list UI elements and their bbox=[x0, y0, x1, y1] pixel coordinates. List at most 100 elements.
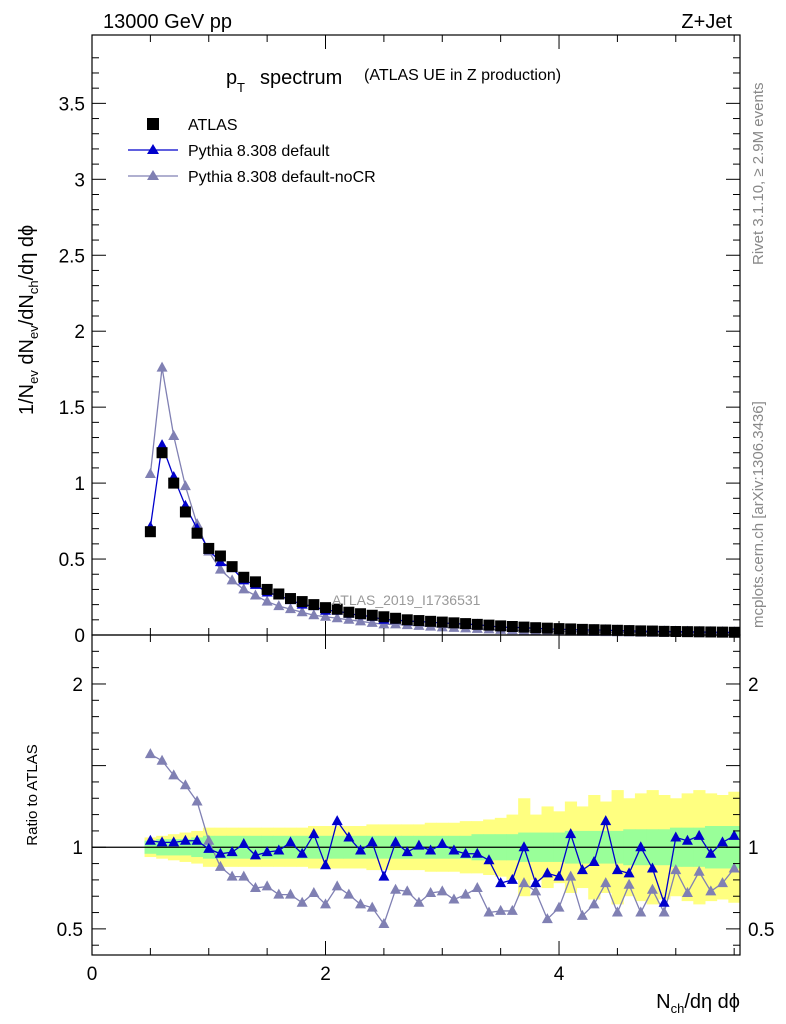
atlas-point bbox=[296, 596, 308, 608]
ratio-y-tick-label: 1 bbox=[72, 838, 83, 859]
atlas-point bbox=[483, 619, 495, 631]
ratio-plot-data bbox=[92, 748, 741, 928]
atlas-point bbox=[191, 527, 203, 539]
atlas-point bbox=[168, 477, 180, 489]
nocr-point bbox=[331, 612, 343, 623]
ratio-default-point bbox=[576, 864, 588, 875]
ratio-nocr-point bbox=[448, 893, 460, 904]
x-tick-label: 2 bbox=[320, 964, 331, 985]
nocr-point bbox=[355, 615, 367, 626]
ratio-nocr-point bbox=[646, 883, 658, 894]
atlas-point bbox=[448, 617, 460, 629]
atlas-point bbox=[179, 506, 191, 518]
y-tick-label: 2.5 bbox=[59, 246, 85, 267]
legend-atlas-marker bbox=[147, 118, 159, 130]
atlas-point bbox=[401, 614, 413, 626]
ratio-nocr-point bbox=[179, 779, 191, 790]
ratio-nocr-point bbox=[693, 865, 705, 876]
ratio-nocr-point bbox=[401, 885, 413, 896]
ratio-y-axis-label: Ratio to ATLAS bbox=[24, 744, 41, 845]
ratio-default-point bbox=[273, 844, 285, 855]
ratio-nocr-point bbox=[355, 898, 367, 909]
nocr-point bbox=[343, 613, 355, 624]
ratio-plot-frame bbox=[91, 634, 741, 956]
default-point bbox=[156, 439, 168, 450]
ratio-default-point bbox=[623, 867, 635, 878]
ratio-default-point bbox=[693, 829, 705, 840]
ratio-default-point bbox=[308, 828, 320, 839]
legend-nocr-label: Pythia 8.308 default-noCR bbox=[188, 169, 376, 186]
atlas-point bbox=[226, 561, 238, 573]
legend-default-marker bbox=[147, 144, 159, 154]
atlas-point bbox=[693, 626, 705, 638]
ratio-default-point bbox=[261, 846, 273, 857]
ratio-default-point bbox=[401, 846, 413, 857]
atlas-point bbox=[366, 609, 378, 621]
ratio-nocr-point bbox=[705, 885, 717, 896]
ratio-nocr-point bbox=[261, 880, 273, 891]
main-plot-panel: 0 0.5 1 1.5 2 2.5 3 3.5 p T spectrum (ATLAS UE … bbox=[16, 34, 741, 647]
y-axis-label: 1/Nev dNev/dNch/dη dϕ bbox=[16, 225, 41, 415]
ratio-default-point bbox=[168, 836, 180, 847]
ratio-default-point bbox=[588, 855, 600, 866]
atlas-point bbox=[646, 625, 658, 637]
ratio-default-point bbox=[553, 870, 565, 881]
ratio-nocr-point bbox=[390, 883, 402, 894]
ratio-nocr-point bbox=[670, 864, 682, 875]
ratio-default-point bbox=[506, 873, 518, 884]
ratio-default-point bbox=[425, 844, 437, 855]
title-paren: (ATLAS UE in Z production) bbox=[364, 67, 561, 84]
atlas-point bbox=[156, 447, 168, 459]
nocr-point bbox=[296, 606, 308, 617]
atlas-point bbox=[378, 611, 390, 623]
ratio-nocr-point bbox=[600, 877, 612, 888]
y-tick-label: 0 bbox=[74, 626, 85, 647]
ratio-default-point bbox=[705, 847, 717, 858]
ratio-nocr-point bbox=[728, 862, 740, 873]
ratio-y-tick-label: 0.5 bbox=[57, 920, 83, 941]
x-tick-label: 4 bbox=[554, 964, 565, 985]
ratio-panel: 0.5 0.5 1 1 2 2 0 2 4 Ratio to ATLAS Nch/dη dϕ bbox=[24, 634, 774, 1016]
ratio-default-point bbox=[658, 896, 670, 907]
y-tick-label: 0.5 bbox=[59, 550, 85, 571]
atlas-point bbox=[530, 622, 542, 634]
atlas-point bbox=[576, 623, 588, 635]
y-tick-label: 2 bbox=[74, 322, 85, 343]
ratio-nocr-point bbox=[378, 917, 390, 928]
atlas-point bbox=[343, 606, 355, 618]
y-tick-label: 3.5 bbox=[59, 94, 85, 115]
ratio-default-point bbox=[390, 836, 402, 847]
ratio-default-point bbox=[518, 841, 530, 852]
ratio-nocr-point bbox=[144, 748, 156, 759]
nocr-point bbox=[284, 603, 296, 614]
atlas-point bbox=[390, 612, 402, 624]
ratio-default-point bbox=[530, 877, 542, 888]
ratio-nocr-point bbox=[611, 906, 623, 917]
energy-label: 13000 GeV pp bbox=[103, 11, 232, 33]
process-label: Z+Jet bbox=[681, 11, 732, 33]
ratio-default-point bbox=[343, 831, 355, 842]
nocr-point bbox=[273, 600, 285, 611]
ratio-nocr-point bbox=[658, 906, 670, 917]
legend: ATLAS Pythia 8.308 default Pythia 8.308 … bbox=[128, 117, 376, 186]
atlas-point bbox=[518, 621, 530, 633]
ratio-default-point bbox=[156, 836, 168, 847]
ratio-default-point bbox=[144, 834, 156, 845]
ratio-default-point bbox=[284, 836, 296, 847]
ratio-nocr-point bbox=[495, 904, 507, 915]
ratio-default-point bbox=[366, 836, 378, 847]
nocr-point bbox=[144, 467, 156, 478]
ratio-default-point bbox=[460, 847, 472, 858]
ratio-default-point bbox=[355, 844, 367, 855]
ratio-default-point bbox=[670, 831, 682, 842]
ratio-default-point bbox=[203, 842, 215, 853]
ratio-nocr-point bbox=[553, 901, 565, 912]
ratio-nocr-point bbox=[506, 904, 518, 915]
ratio-default-point bbox=[728, 829, 740, 840]
ratio-nocr-point bbox=[588, 898, 600, 909]
mcplots-label: mcplots.cern.ch [arXiv:1306.3436] bbox=[750, 401, 767, 628]
nocr-point bbox=[226, 574, 238, 585]
atlas-point bbox=[635, 625, 647, 637]
atlas-point bbox=[331, 603, 343, 615]
